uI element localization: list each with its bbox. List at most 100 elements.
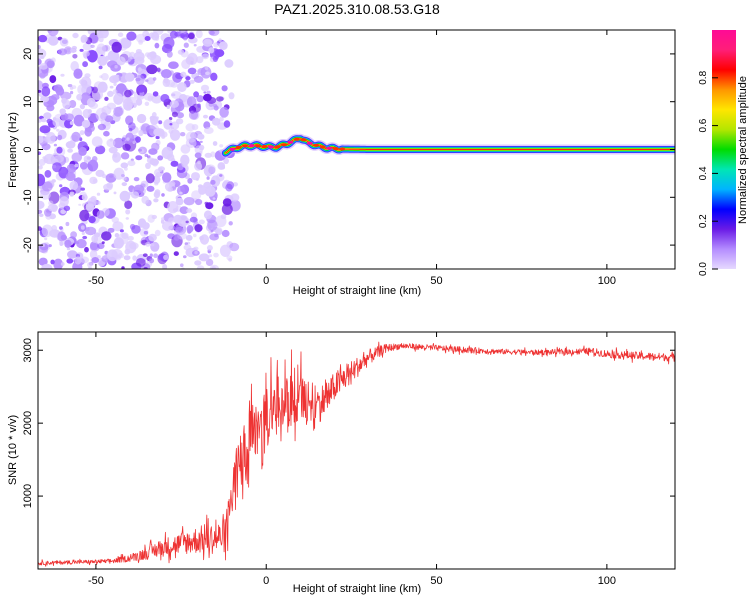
noise-blob xyxy=(146,51,157,61)
noise-blob xyxy=(113,167,125,180)
noise-blob xyxy=(204,152,212,158)
noise-blob xyxy=(138,148,142,152)
noise-blob xyxy=(74,256,82,265)
noise-blob xyxy=(185,220,189,224)
noise-blob xyxy=(135,155,143,161)
noise-blob xyxy=(38,226,42,231)
noise-blob xyxy=(175,118,184,125)
noise-blob xyxy=(91,44,95,48)
signal-trace xyxy=(220,133,675,159)
noise-blob xyxy=(180,185,185,190)
noise-blob xyxy=(50,259,55,265)
y-tick-label: -10 xyxy=(22,189,34,205)
noise-blob xyxy=(153,253,159,258)
noise-blob xyxy=(95,107,107,122)
noise-blob xyxy=(79,130,85,136)
noise-blob xyxy=(113,93,124,105)
noise-blob xyxy=(211,266,216,269)
noise-blob xyxy=(163,36,175,49)
noise-blob xyxy=(180,30,186,33)
noise-blob xyxy=(94,145,106,155)
noise-blob xyxy=(106,249,118,262)
noise-blob xyxy=(168,129,174,134)
spectrogram-x-ticks: -50 0 50 100 xyxy=(88,30,616,287)
noise-blob xyxy=(198,219,205,225)
noise-blob xyxy=(38,45,41,49)
noise-blob xyxy=(200,84,210,92)
noise-blob xyxy=(124,200,133,209)
noise-blob xyxy=(104,96,109,101)
noise-blob xyxy=(131,191,140,199)
noise-blob xyxy=(132,255,137,261)
noise-blob xyxy=(123,101,133,111)
noise-blob xyxy=(73,114,85,127)
noise-blob xyxy=(126,137,130,141)
noise-blob xyxy=(166,50,173,58)
noise-blob xyxy=(112,89,118,95)
noise-blob xyxy=(219,106,229,118)
noise-blob xyxy=(120,152,130,160)
noise-blob xyxy=(194,260,202,266)
noise-blob xyxy=(67,250,78,259)
noise-blob xyxy=(229,242,240,252)
noise-blob xyxy=(142,253,148,257)
noise-blob xyxy=(151,214,157,220)
noise-blob xyxy=(214,49,225,58)
noise-blob xyxy=(183,255,187,259)
noise-blob xyxy=(199,140,203,143)
noise-blob xyxy=(208,47,215,54)
noise-blob xyxy=(112,151,122,163)
noise-blob xyxy=(173,233,181,241)
noise-blob xyxy=(169,70,174,76)
noise-blob xyxy=(138,39,144,45)
noise-blob xyxy=(51,225,57,232)
noise-blob xyxy=(161,135,166,139)
colorbar-tick-label: 0.2 xyxy=(698,214,709,228)
noise-blob xyxy=(195,198,203,206)
noise-blob xyxy=(212,141,218,146)
noise-blob xyxy=(221,85,228,92)
noise-blob xyxy=(179,33,186,39)
noise-blob xyxy=(38,173,46,187)
noise-blob xyxy=(52,118,62,127)
noise-blob xyxy=(124,89,132,98)
noise-blob xyxy=(69,193,74,197)
noise-blob xyxy=(97,123,106,131)
y-tick-label: 0 xyxy=(22,146,34,152)
noise-blob xyxy=(58,226,63,230)
noise-blob xyxy=(111,216,120,223)
noise-blob xyxy=(180,263,184,268)
noise-blob xyxy=(107,90,114,97)
noise-blob xyxy=(179,191,183,195)
noise-blob xyxy=(196,265,205,269)
noise-blob xyxy=(170,91,182,99)
noise-blob xyxy=(142,30,150,38)
noise-blob xyxy=(38,209,43,214)
noise-blob xyxy=(101,231,112,241)
noise-blob xyxy=(146,64,158,75)
noise-blob xyxy=(180,144,191,154)
noise-blob xyxy=(205,202,214,210)
noise-blob xyxy=(113,191,117,195)
noise-blob xyxy=(154,182,159,186)
noise-blob xyxy=(103,183,113,191)
noise-blob xyxy=(221,229,230,238)
noise-blob xyxy=(135,258,146,267)
noise-blob xyxy=(84,246,89,253)
noise-blob xyxy=(60,112,69,121)
noise-blob xyxy=(91,156,98,162)
noise-blob xyxy=(145,173,155,184)
noise-blob xyxy=(108,146,118,154)
snr-y-axis-label: SNR (10 * v/v) xyxy=(7,415,19,485)
noise-blob xyxy=(138,129,144,137)
noise-blob xyxy=(112,221,124,232)
noise-blob xyxy=(204,185,216,197)
noise-blob xyxy=(194,162,203,171)
noise-blob xyxy=(97,55,108,66)
noise-blob xyxy=(197,160,201,165)
noise-blob xyxy=(167,186,173,192)
spectrogram-y-axis-label: Frequency (Hz) xyxy=(7,112,19,188)
signal-hotspot xyxy=(229,147,236,151)
signal-hotspot xyxy=(326,146,333,150)
